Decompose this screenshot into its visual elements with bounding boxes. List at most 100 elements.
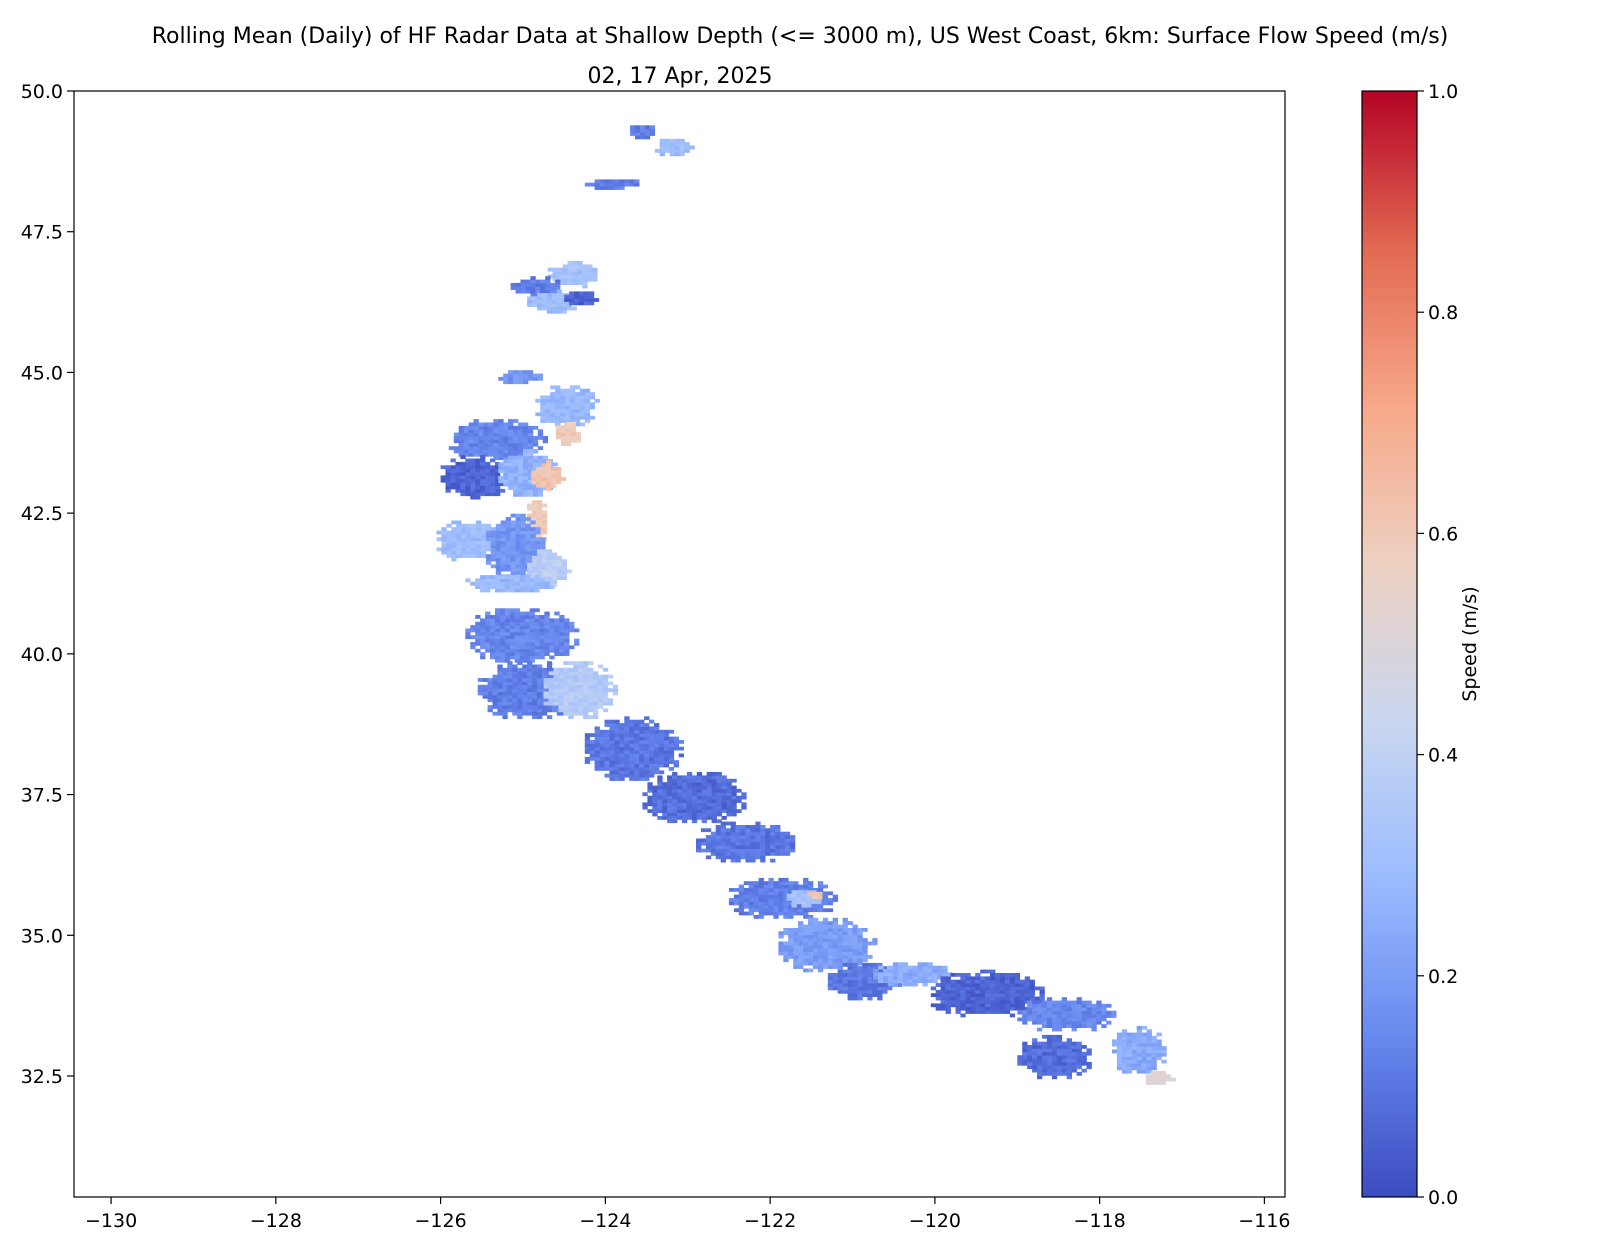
speed-cell <box>1000 1000 1006 1004</box>
speed-cell <box>765 852 771 856</box>
speed-cell <box>1096 1010 1102 1015</box>
speed-cell <box>765 838 771 843</box>
speed-cell <box>663 746 670 751</box>
speed-cell <box>827 965 834 969</box>
speed-cell <box>510 547 516 552</box>
speed-cell <box>1000 1006 1006 1011</box>
speed-cell <box>480 482 486 486</box>
speed-cell <box>995 989 1001 994</box>
speed-cell <box>532 664 538 669</box>
speed-cell <box>527 572 533 577</box>
speed-cell <box>657 788 663 793</box>
speed-cell <box>985 1006 991 1011</box>
speed-cell <box>470 645 476 650</box>
speed-cell <box>822 891 829 896</box>
speed-cell <box>788 888 794 892</box>
speed-cell <box>546 477 552 481</box>
speed-cell <box>755 838 761 843</box>
speed-cell <box>748 898 754 902</box>
speed-cell <box>553 667 559 672</box>
speed-cell <box>753 904 759 909</box>
speed-cell <box>1056 1020 1063 1025</box>
speed-patch <box>654 138 695 157</box>
speed-cell <box>1024 983 1030 987</box>
speed-cell <box>1131 1032 1138 1037</box>
speed-cell <box>827 986 834 991</box>
speed-cell <box>832 955 838 959</box>
speed-cell <box>686 802 693 807</box>
speed-cell <box>510 561 516 565</box>
speed-cell <box>537 715 543 719</box>
speed-cell <box>468 449 474 454</box>
speed-cell <box>768 908 774 913</box>
speed-cell <box>803 884 809 889</box>
speed-cell <box>842 969 848 974</box>
speed-cell <box>1146 1032 1152 1037</box>
speed-cell <box>731 778 737 783</box>
speed-cell <box>1066 1038 1072 1043</box>
speed-cell <box>852 986 858 991</box>
speed-cell <box>518 452 524 457</box>
speed-cell <box>541 517 548 521</box>
speed-cell <box>1066 1068 1072 1073</box>
speed-cell <box>485 523 492 528</box>
speed-cell <box>499 615 506 619</box>
speed-cell <box>867 989 873 994</box>
speed-cell <box>481 540 487 545</box>
speed-cell <box>720 855 726 860</box>
speed-cell <box>852 979 858 984</box>
speed-cell <box>492 678 498 682</box>
y-tick-label: 37.5 <box>21 785 63 807</box>
speed-cell <box>1029 996 1035 1001</box>
speed-cell <box>535 527 541 531</box>
speed-cell <box>1042 1010 1048 1015</box>
speed-cell <box>733 901 740 906</box>
speed-cell <box>505 523 511 528</box>
speed-cell <box>667 819 673 824</box>
speed-cell <box>477 678 483 682</box>
speed-cell <box>441 550 447 555</box>
speed-cell <box>960 986 966 991</box>
speed-cell <box>985 989 991 994</box>
speed-cell <box>527 681 533 686</box>
speed-cell <box>817 948 824 952</box>
speed-cell <box>460 468 466 473</box>
speed-cell <box>555 402 561 407</box>
speed-patch <box>807 891 823 900</box>
speed-cell <box>520 564 526 569</box>
speed-cell <box>1037 1048 1043 1053</box>
speed-cell <box>1126 1042 1133 1047</box>
speed-cell <box>500 537 506 542</box>
speed-cell <box>654 733 660 737</box>
speed-cell <box>1151 1063 1157 1067</box>
speed-cell <box>1014 973 1021 977</box>
speed-cell <box>513 489 519 494</box>
speed-cell <box>970 989 976 994</box>
speed-cell <box>512 688 518 692</box>
speed-cell <box>770 852 776 856</box>
speed-cell <box>497 698 503 703</box>
speed-cell <box>832 898 838 902</box>
speed-cell <box>609 182 615 187</box>
speed-cell <box>510 544 516 548</box>
speed-cell <box>537 506 543 511</box>
speed-cell <box>589 740 595 744</box>
speed-cell <box>584 419 591 423</box>
speed-cell <box>518 436 524 440</box>
speed-cell <box>604 723 610 727</box>
speed-cell <box>485 527 492 531</box>
speed-cell <box>1029 986 1035 991</box>
speed-cell <box>1066 1065 1072 1070</box>
speed-cell <box>498 479 504 484</box>
speed-cell <box>490 578 496 583</box>
speed-cell <box>500 520 506 525</box>
speed-cell <box>495 547 502 552</box>
speed-cell <box>551 303 558 307</box>
speed-cell <box>609 733 615 737</box>
speed-cell <box>927 962 933 967</box>
speed-cell <box>1126 1059 1133 1064</box>
speed-cell <box>456 544 462 548</box>
speed-cell <box>1051 1055 1058 1059</box>
speed-cell <box>578 688 584 692</box>
